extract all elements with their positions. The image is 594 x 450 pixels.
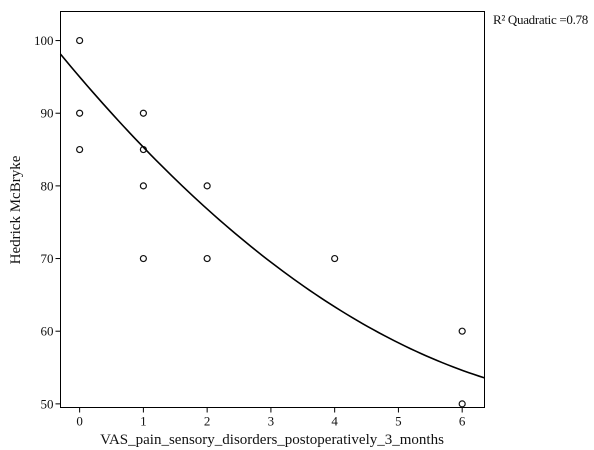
x-axis: 0 1 2 3 4 5 6 bbox=[76, 407, 466, 429]
y-tick-label: 70 bbox=[41, 251, 54, 266]
x-tick-label: 5 bbox=[395, 414, 402, 429]
y-axis-label: Hedrick McBryke bbox=[8, 155, 24, 264]
x-tick-label: 4 bbox=[331, 414, 338, 429]
y-axis: 50 60 70 80 90 100 bbox=[34, 33, 61, 411]
data-point bbox=[139, 182, 147, 190]
y-tick-label: 80 bbox=[41, 178, 54, 193]
y-tick-label: 100 bbox=[34, 33, 54, 48]
data-point bbox=[458, 400, 466, 408]
x-tick-label: 3 bbox=[268, 414, 275, 429]
y-tick-label: 90 bbox=[41, 106, 54, 121]
data-point bbox=[76, 36, 84, 45]
data-point bbox=[139, 254, 147, 263]
x-tick-label: 0 bbox=[76, 414, 83, 429]
quadratic-fit-line bbox=[59, 53, 485, 379]
x-tick-label: 2 bbox=[204, 414, 211, 429]
y-tick-label: 60 bbox=[41, 324, 54, 339]
r-squared-annotation: R² Quadratic =0.78 bbox=[493, 12, 588, 27]
plot-frame bbox=[60, 11, 485, 408]
x-axis-label: VAS_pain_sensory_disorders_postoperative… bbox=[100, 432, 444, 448]
x-tick-label: 6 bbox=[459, 414, 466, 429]
x-tick-label: 1 bbox=[140, 414, 147, 429]
data-point bbox=[76, 109, 84, 117]
data-point bbox=[139, 109, 147, 117]
y-tick-label: 50 bbox=[41, 396, 54, 411]
data-points bbox=[76, 36, 466, 408]
data-point bbox=[458, 327, 466, 335]
data-point bbox=[76, 145, 84, 154]
data-point bbox=[203, 254, 211, 263]
data-point bbox=[203, 182, 211, 190]
data-point bbox=[331, 254, 339, 263]
